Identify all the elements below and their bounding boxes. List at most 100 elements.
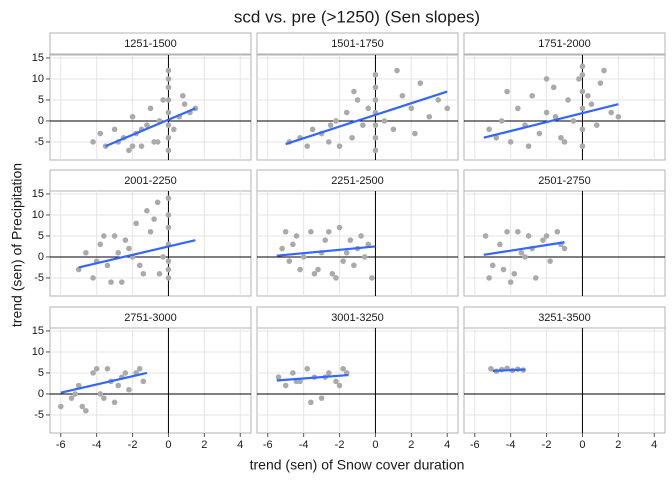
fit-line — [276, 245, 376, 257]
point — [147, 105, 154, 112]
point — [325, 228, 332, 235]
y-tick-label: 10 — [32, 209, 44, 221]
point — [579, 88, 586, 95]
point — [133, 220, 139, 227]
x-tick-label: -4 — [506, 439, 516, 451]
point — [333, 275, 339, 281]
point — [522, 254, 528, 260]
x-tick-label: -4 — [92, 439, 102, 451]
point — [601, 67, 607, 74]
point — [122, 370, 129, 376]
point — [372, 71, 379, 78]
strip-label: 3001-3250 — [331, 312, 384, 324]
point — [322, 237, 328, 243]
chart-title: scd vs. pre (>1250) (Sen slopes) — [234, 7, 480, 26]
point — [515, 105, 521, 112]
point — [489, 262, 496, 269]
point — [83, 249, 89, 256]
point — [347, 237, 354, 243]
point — [579, 105, 586, 112]
point — [165, 224, 172, 231]
point — [325, 370, 332, 376]
x-tick-label: 2 — [408, 439, 414, 451]
point — [147, 228, 154, 235]
point — [315, 266, 321, 273]
point — [126, 245, 132, 252]
point — [165, 212, 172, 218]
point — [126, 386, 132, 393]
point — [83, 407, 89, 414]
point — [136, 262, 143, 269]
x-tick-label: 4 — [237, 439, 243, 451]
point — [570, 118, 577, 124]
point — [101, 395, 107, 401]
panel — [49, 327, 252, 434]
point — [181, 101, 188, 107]
point — [165, 122, 172, 128]
point — [408, 105, 415, 112]
point — [497, 241, 503, 248]
point — [394, 67, 400, 74]
point — [333, 118, 339, 124]
point — [309, 126, 316, 133]
point — [90, 139, 96, 145]
point — [325, 139, 332, 145]
point — [282, 382, 289, 389]
point — [308, 399, 314, 406]
point — [311, 270, 318, 277]
x-tick-label: -6 — [56, 439, 66, 451]
point — [498, 118, 505, 124]
strip-label: 2751-3000 — [124, 312, 177, 324]
y-tick-label: 15 — [32, 325, 44, 337]
panel — [256, 190, 459, 297]
x-tick-label: 2 — [615, 439, 621, 451]
point — [343, 109, 350, 116]
point — [93, 365, 100, 372]
point — [79, 403, 86, 410]
point — [129, 143, 136, 149]
point — [536, 130, 543, 137]
point — [72, 391, 78, 397]
point — [615, 113, 622, 120]
point — [399, 92, 406, 99]
y-axis-label: trend (sen) of Precipitation — [9, 163, 25, 327]
point — [576, 76, 582, 82]
point — [504, 228, 510, 235]
point — [111, 233, 118, 239]
point — [358, 233, 364, 239]
point — [515, 228, 521, 235]
point — [486, 126, 492, 133]
point — [286, 258, 293, 264]
x-tick-label: 0 — [165, 439, 171, 451]
strip-label: 1251-1500 — [124, 38, 177, 50]
panel — [463, 190, 666, 297]
point — [290, 241, 296, 248]
point — [511, 270, 518, 277]
point — [372, 134, 379, 141]
point — [579, 143, 586, 149]
y-tick-label: 5 — [38, 94, 44, 106]
point — [304, 365, 311, 372]
point — [343, 249, 350, 256]
point — [558, 134, 564, 141]
point — [180, 92, 186, 99]
y-tick-label: 15 — [32, 188, 44, 200]
strip-label: 1501-1750 — [331, 38, 384, 50]
point — [156, 270, 163, 277]
strip — [256, 32, 459, 55]
point — [297, 266, 303, 273]
point — [165, 84, 172, 91]
strip-label: 2001-2250 — [124, 175, 177, 187]
point — [381, 118, 388, 124]
panel — [463, 327, 666, 434]
point — [597, 80, 604, 86]
point — [336, 382, 343, 389]
point — [552, 113, 559, 120]
fit-line — [276, 373, 349, 382]
point — [369, 275, 375, 281]
point — [372, 97, 379, 103]
point — [68, 395, 75, 401]
x-tick-label: 0 — [372, 439, 378, 451]
fit-line — [78, 239, 196, 269]
